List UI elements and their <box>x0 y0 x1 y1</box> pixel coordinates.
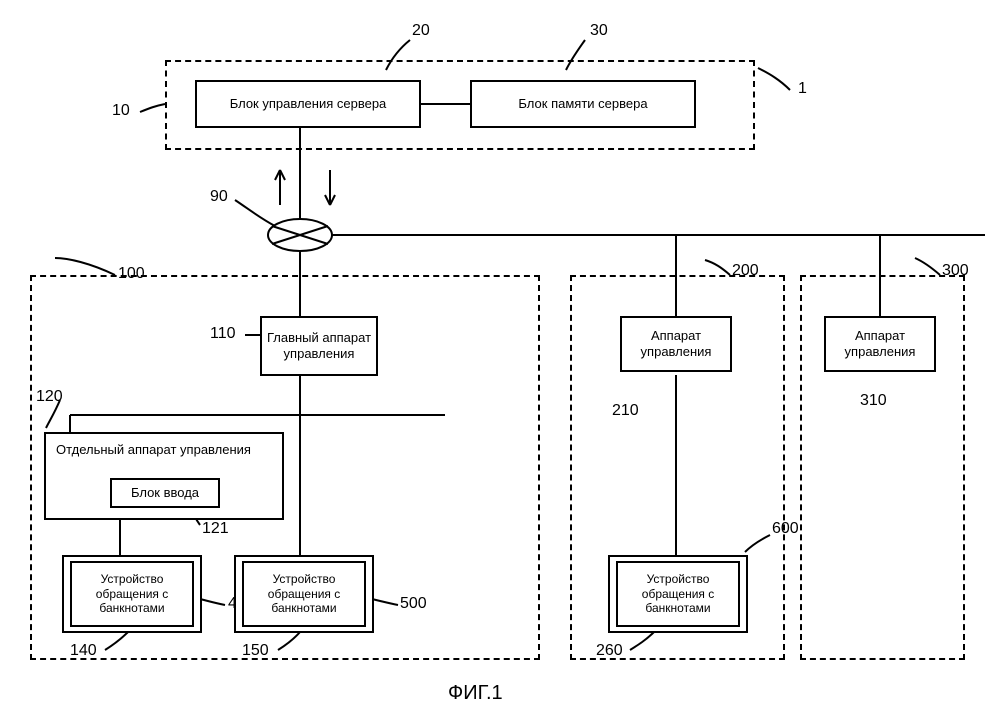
device-260-inner: Устройство обращения с банкнотами <box>616 561 740 627</box>
device-140-inner: Устройство обращения с банкнотами <box>70 561 194 627</box>
control-310: Аппарат управления <box>824 316 936 372</box>
ref-10: 10 <box>112 102 130 120</box>
server-memory-block: Блок памяти сервера <box>470 80 696 128</box>
device-140-label: Устройство обращения с банкнотами <box>76 572 188 615</box>
ref-310: 310 <box>860 392 887 410</box>
ref-500: 500 <box>400 595 427 613</box>
input-block-121: Блок ввода <box>110 478 220 508</box>
ref-110: 110 <box>210 325 236 343</box>
ref-600: 600 <box>772 520 799 538</box>
ref-300: 300 <box>942 262 969 280</box>
server-control-block: Блок управления сервера <box>195 80 421 128</box>
ref-121: 121 <box>202 520 229 538</box>
control-310-label: Аппарат управления <box>830 328 930 359</box>
ref-120: 120 <box>36 388 63 406</box>
ref-90: 90 <box>210 188 228 206</box>
ref-100: 100 <box>118 265 145 283</box>
control-210-label: Аппарат управления <box>626 328 726 359</box>
separate-control-label: Отдельный аппарат управления <box>56 442 251 458</box>
device-150-inner: Устройство обращения с банкнотами <box>242 561 366 627</box>
ref-260: 260 <box>596 642 623 660</box>
input-block-label: Блок ввода <box>131 485 199 501</box>
server-control-label: Блок управления сервера <box>230 96 387 112</box>
device-260-label: Устройство обращения с банкнотами <box>622 572 734 615</box>
server-memory-label: Блок памяти сервера <box>518 96 647 112</box>
ref-150: 150 <box>242 642 269 660</box>
ref-30: 30 <box>590 22 608 40</box>
main-control-label: Главный аппарат управления <box>266 330 372 361</box>
main-control-110: Главный аппарат управления <box>260 316 378 376</box>
figure-label: ФИГ.1 <box>448 682 503 705</box>
ref-140: 140 <box>70 642 97 660</box>
ref-20: 20 <box>412 22 430 40</box>
ref-1: 1 <box>798 80 807 98</box>
ref-210: 210 <box>612 402 639 420</box>
ref-200: 200 <box>732 262 759 280</box>
diagram-canvas: 1 10 Блок управления сервера 20 Блок пам… <box>0 0 999 715</box>
device-150-label: Устройство обращения с банкнотами <box>248 572 360 615</box>
control-210: Аппарат управления <box>620 316 732 372</box>
